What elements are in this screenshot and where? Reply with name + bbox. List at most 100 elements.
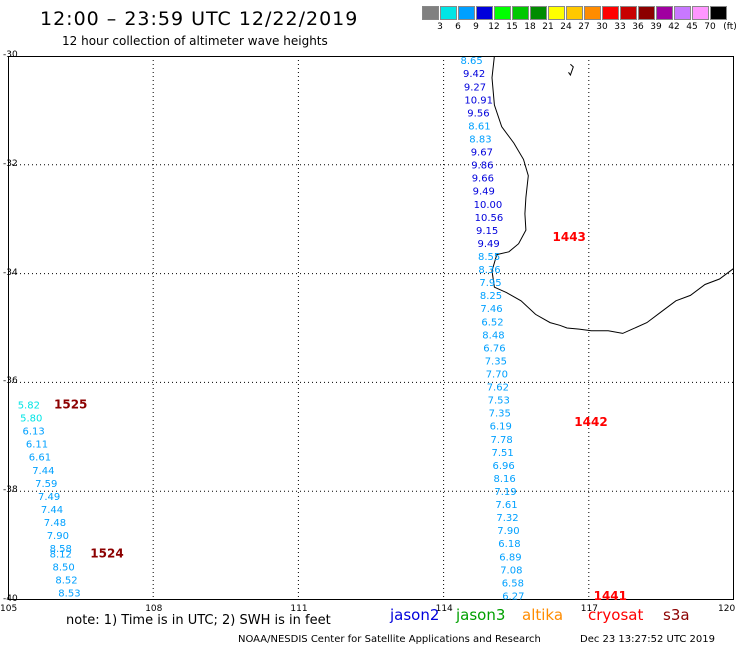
map-frame <box>9 57 734 600</box>
wave-height-value: 8.12 <box>50 550 72 561</box>
latitude-tick-label: -32 <box>3 159 18 169</box>
color-scale-unit: (ft) <box>720 22 740 32</box>
wave-height-value: 7.49 <box>38 492 60 503</box>
wave-height-value: 8.65 <box>461 56 483 67</box>
wave-height-value: 9.27 <box>464 82 486 93</box>
satellite-legend-item: cryosat <box>588 606 643 624</box>
color-scale-label: 45 <box>682 22 702 32</box>
color-swatch <box>548 6 565 20</box>
latitude-tick-label: -36 <box>3 376 18 386</box>
wave-height-value: 7.48 <box>44 518 66 529</box>
color-scale-label: 27 <box>574 22 594 32</box>
wave-height-value: 7.59 <box>35 479 57 490</box>
satellite-legend-item: s3a <box>663 606 690 624</box>
latitude-tick-label: -34 <box>3 268 18 278</box>
wave-height-value: 7.44 <box>32 466 54 477</box>
footer-credit: NOAA/NESDIS Center for Satellite Applica… <box>238 634 541 645</box>
wave-height-value: 7.70 <box>486 370 508 381</box>
color-swatch <box>458 6 475 20</box>
wave-height-value: 5.82 <box>18 401 40 412</box>
wave-height-value: 6.18 <box>498 539 520 550</box>
wave-height-value: 8.61 <box>468 121 490 132</box>
color-scale-label: 18 <box>520 22 540 32</box>
color-swatch <box>512 6 529 20</box>
color-scale-label: 42 <box>664 22 684 32</box>
color-swatch <box>494 6 511 20</box>
color-swatch <box>440 6 457 20</box>
wave-height-value: 8.55 <box>478 252 500 263</box>
wave-height-map: 8.659.429.2710.919.568.618.839.679.869.6… <box>8 56 734 600</box>
color-scale-label: 3 <box>430 22 450 32</box>
latitude-tick-label: -30 <box>3 50 18 60</box>
wave-height-value: 8.36 <box>478 265 500 276</box>
wave-height-value: 7.51 <box>492 448 514 459</box>
wave-height-value: 7.46 <box>480 304 502 315</box>
satellite-legend-item: altika <box>522 606 563 624</box>
wave-height-value: 7.35 <box>485 356 507 367</box>
island-outline <box>569 64 574 75</box>
latitude-tick-label: -38 <box>3 485 18 495</box>
wave-height-value: 10.00 <box>474 200 503 211</box>
color-scale-label: 12 <box>484 22 504 32</box>
wave-height-value: 7.08 <box>500 565 522 576</box>
pass-number-label: 1442 <box>574 415 607 429</box>
wave-height-value: 9.67 <box>471 148 493 159</box>
color-swatch <box>692 6 709 20</box>
wave-height-value: 7.95 <box>479 278 501 289</box>
satellite-legend-item: jason3 <box>456 606 505 624</box>
color-swatch <box>530 6 547 20</box>
color-swatch <box>710 6 727 20</box>
wave-height-value: 9.86 <box>471 161 493 172</box>
footer-timestamp: Dec 23 13:27:52 UTC 2019 <box>580 634 715 645</box>
wave-height-value: 9.56 <box>467 108 489 119</box>
color-swatch <box>674 6 691 20</box>
color-swatch <box>476 6 493 20</box>
longitude-tick-label: 120 <box>718 604 735 614</box>
map-title: 12:00 – 23:59 UTC 12/22/2019 <box>40 8 358 30</box>
wave-height-value: 6.11 <box>26 440 48 451</box>
wave-height-value: 7.62 <box>487 383 509 394</box>
wave-height-value: 8.52 <box>55 576 77 587</box>
wave-height-value: 7.53 <box>488 396 510 407</box>
wave-height-value: 6.96 <box>493 461 515 472</box>
color-swatch <box>584 6 601 20</box>
wave-height-value: 8.83 <box>469 135 491 146</box>
wave-height-value: 6.58 <box>502 578 524 589</box>
wave-height-value: 6.19 <box>490 422 512 433</box>
color-scale-label: 24 <box>556 22 576 32</box>
longitude-tick-label: 105 <box>0 604 17 614</box>
wave-height-value: 8.48 <box>482 330 504 341</box>
wave-height-value: 7.44 <box>41 505 63 516</box>
wave-height-value: 8.50 <box>53 563 75 574</box>
color-scale-label: 70 <box>700 22 720 32</box>
color-swatch <box>566 6 583 20</box>
color-scale-label: 30 <box>592 22 612 32</box>
color-swatch <box>602 6 619 20</box>
satellite-legend-item: jason2 <box>390 606 439 624</box>
color-swatch <box>638 6 655 20</box>
coastline <box>492 56 734 333</box>
color-scale-label: 36 <box>628 22 648 32</box>
wave-height-value: 8.16 <box>494 474 516 485</box>
color-scale-label: 15 <box>502 22 522 32</box>
color-swatch <box>422 6 439 20</box>
wave-height-value: 7.32 <box>496 513 518 524</box>
wave-height-value: 9.49 <box>478 239 500 250</box>
wave-height-value: 6.61 <box>29 453 51 464</box>
wave-height-value: 7.61 <box>495 500 517 511</box>
legend-note: note: 1) Time is in UTC; 2) SWH is in fe… <box>66 613 331 628</box>
wave-height-value: 7.19 <box>494 487 516 498</box>
pass-number-label: 1441 <box>594 589 627 600</box>
wave-height-value: 6.76 <box>483 343 505 354</box>
wave-height-value: 9.49 <box>473 187 495 198</box>
wave-height-value: 9.66 <box>472 174 494 185</box>
wave-height-value: 8.53 <box>58 589 80 600</box>
wave-height-value: 9.15 <box>476 226 498 237</box>
latitude-tick-label: -40 <box>3 594 18 604</box>
color-swatch <box>656 6 673 20</box>
color-scale-label: 33 <box>610 22 630 32</box>
color-scale-label: 21 <box>538 22 558 32</box>
wave-height-value: 7.90 <box>47 531 69 542</box>
wave-height-value: 6.27 <box>502 592 524 601</box>
wave-height-value: 6.52 <box>481 317 503 328</box>
